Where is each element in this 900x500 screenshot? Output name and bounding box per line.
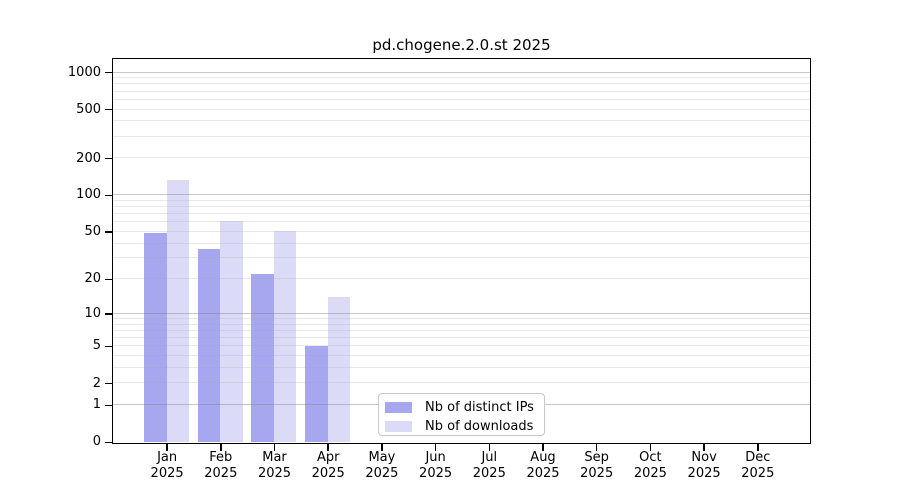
y-tick-mark [105,157,112,160]
legend-entry-downloads: Nb of downloads [385,417,544,435]
gridline-minor [113,98,810,100]
x-tick-label: Feb 2025 [204,450,238,481]
y-tick-label: 1 [92,397,101,413]
gridline-minor [113,221,810,223]
x-tick-label: Mar 2025 [257,450,292,481]
bar-distinct-ips-jan [144,233,167,442]
y-tick-mark [105,278,112,281]
gridline-minor [113,157,810,159]
x-tick-mark [542,444,544,451]
x-tick-label: Jan 2025 [150,450,184,481]
x-tick-mark [488,444,491,451]
bar-downloads-feb [220,220,243,442]
gridline-minor [113,278,810,280]
y-tick-label: 20 [84,271,101,287]
x-tick-label: Jul 2025 [472,450,506,481]
x-tick-label: Jun 2025 [419,450,453,481]
bar-distinct-ips-mar [251,273,274,442]
plot-area [112,58,811,444]
x-tick-label: Apr 2025 [311,450,345,481]
gridline-minor [113,90,810,92]
y-tick-mark [105,194,112,197]
y-tick-label: 500 [76,101,101,117]
gridline-minor [113,108,810,110]
gridline-minor [113,323,810,325]
y-tick-label: 200 [76,150,101,166]
gridline-minor [113,329,810,331]
x-tick-label: Aug 2025 [526,450,560,481]
legend-entry-distinct-ips: Nb of distinct IPs [385,398,544,416]
x-tick-mark [327,444,329,451]
y-tick-mark [105,441,112,444]
y-tick-mark [105,231,112,233]
gridline-minor [113,83,810,85]
y-tick-label: 50 [84,223,101,239]
gridline-minor [113,135,810,137]
gridline-minor [113,120,810,122]
x-tick-mark [649,444,652,451]
y-tick-mark [105,382,112,385]
x-tick-mark [381,444,383,451]
legend-label-distinct-ips: Nb of distinct IPs [425,399,534,415]
gridline-minor [113,382,810,384]
gridline-minor [113,367,810,369]
x-tick-label: Sep 2025 [580,450,614,481]
legend-swatch-distinct-ips [385,401,412,413]
gridline-major [113,71,810,73]
legend: Nb of distinct IPs Nb of downloads [378,393,545,436]
bar-distinct-ips-apr [305,345,328,442]
bars-layer [113,59,810,443]
y-tick-mark [105,404,112,407]
gridline-minor [113,345,810,347]
y-tick-label: 2 [92,375,101,391]
x-tick-mark [166,444,168,451]
x-tick-mark [595,444,598,451]
gridline-minor [113,318,810,320]
y-tick-mark [105,108,112,111]
gridline-minor [113,199,810,201]
gridlines-layer [113,59,810,443]
x-tick-mark [434,444,437,451]
x-tick-mark [757,444,759,451]
legend-swatch-downloads [385,420,412,432]
chart-title: pd.chogene.2.0.st 2025 [372,36,551,54]
y-tick-label: 1000 [67,64,101,80]
gridline-minor [113,213,810,215]
x-tick-mark [703,444,705,451]
y-tick-label: 10 [84,306,101,322]
y-tick-mark [105,313,112,315]
bar-distinct-ips-feb [197,248,221,442]
gridline-minor [113,337,810,339]
bar-downloads-apr [327,296,351,442]
x-tick-label: Oct 2025 [633,450,667,481]
legend-label-downloads: Nb of downloads [425,418,534,434]
y-tick-mark [105,71,112,74]
y-tick-label: 5 [92,338,101,354]
gridline-minor [113,77,810,79]
gridline-minor [113,257,810,259]
y-tick-label: 100 [76,187,101,203]
bar-downloads-jan [166,179,189,442]
y-tick-label: 0 [92,434,101,450]
gridline-minor [113,355,810,357]
bar-downloads-mar [273,231,297,442]
x-tick-mark [220,444,222,451]
x-tick-label: Nov 2025 [687,450,721,481]
x-tick-mark [273,444,276,451]
gridline-major [113,194,810,196]
gridline-minor [113,230,810,232]
y-tick-mark [105,345,112,348]
x-tick-label: May 2025 [365,450,399,481]
gridline-minor [113,206,810,208]
x-tick-label: Dec 2025 [741,450,775,481]
gridline-major [113,312,810,314]
gridline-minor [113,242,810,244]
